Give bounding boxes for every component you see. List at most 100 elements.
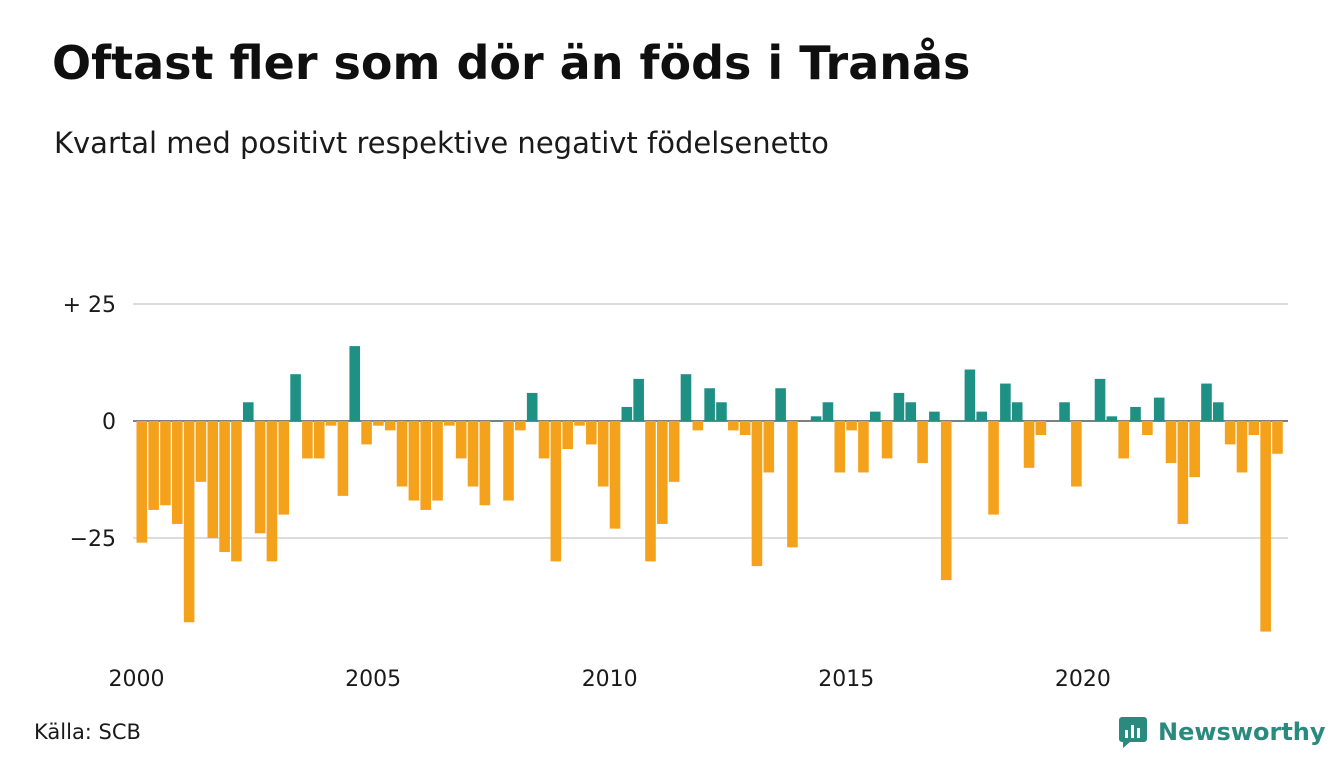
bar-negative bbox=[373, 421, 384, 426]
bar-negative bbox=[597, 421, 609, 487]
bar-positive bbox=[869, 411, 881, 421]
bar-negative bbox=[728, 421, 739, 431]
brand: Newsworthy bbox=[1118, 712, 1326, 752]
bar-negative bbox=[313, 421, 325, 459]
bar-negative bbox=[1142, 421, 1153, 436]
bar-negative bbox=[739, 421, 751, 436]
bar-negative bbox=[337, 421, 349, 496]
x-tick-label: 2005 bbox=[345, 667, 401, 692]
bar-negative bbox=[1177, 421, 1189, 524]
bar-positive bbox=[621, 406, 633, 421]
bar-negative bbox=[645, 421, 656, 562]
bar-negative bbox=[763, 421, 775, 473]
x-tick-label: 2015 bbox=[818, 667, 874, 692]
chart-subtitle: Kvartal med positivt respektive negativt… bbox=[54, 126, 829, 160]
bar-negative bbox=[136, 421, 148, 543]
bar-positive bbox=[775, 388, 786, 421]
bar-positive bbox=[349, 346, 361, 421]
bar-negative bbox=[503, 421, 514, 501]
bar-positive bbox=[964, 369, 976, 421]
bar-negative bbox=[609, 421, 621, 529]
bar-negative bbox=[195, 421, 207, 482]
bar-negative bbox=[586, 421, 597, 445]
bar-positive bbox=[290, 374, 301, 421]
bar-negative bbox=[302, 421, 313, 459]
bar-negative bbox=[183, 421, 195, 623]
bar-positive bbox=[929, 411, 940, 421]
x-tick-label: 2000 bbox=[109, 667, 165, 692]
bar-negative bbox=[396, 421, 408, 487]
y-axis-labels: + 25 0 −25 bbox=[63, 293, 116, 552]
y-tick-label: + 25 bbox=[63, 293, 116, 318]
bar-negative bbox=[444, 421, 455, 426]
source-label: Källa: SCB bbox=[34, 720, 141, 744]
bar-positive bbox=[1153, 397, 1165, 421]
bar-positive bbox=[1000, 383, 1011, 421]
newsworthy-logo-icon bbox=[1119, 717, 1147, 748]
bar-negative bbox=[1189, 421, 1200, 478]
bar-negative bbox=[1272, 421, 1283, 454]
bar-negative bbox=[917, 421, 928, 464]
bar-negative bbox=[361, 421, 372, 445]
bar-negative bbox=[751, 421, 763, 567]
bar-positive bbox=[242, 402, 254, 421]
bar-negative bbox=[467, 421, 479, 487]
bar-negative bbox=[988, 421, 999, 515]
bar-negative bbox=[574, 421, 585, 426]
bar-negative bbox=[858, 421, 869, 473]
bar-negative bbox=[432, 421, 443, 501]
bar-positive bbox=[1201, 383, 1212, 421]
bar-negative bbox=[408, 421, 420, 501]
bars bbox=[136, 346, 1283, 632]
bar-positive bbox=[810, 416, 822, 421]
x-axis-labels: 2000 2005 2010 2015 2020 bbox=[109, 667, 1111, 692]
bar-negative bbox=[692, 421, 704, 431]
bar-positive bbox=[1106, 416, 1118, 421]
bar-negative bbox=[940, 421, 952, 581]
bar-negative bbox=[562, 421, 573, 450]
bar-positive bbox=[680, 374, 692, 421]
bar-negative bbox=[325, 421, 337, 426]
bar-negative bbox=[1224, 421, 1236, 445]
bar-negative bbox=[1165, 421, 1177, 464]
bar-negative bbox=[1071, 421, 1082, 487]
bar-negative bbox=[538, 421, 550, 459]
bar-positive bbox=[976, 411, 988, 421]
bar-negative bbox=[668, 421, 680, 482]
bar-negative bbox=[1236, 421, 1248, 473]
y-tick-label: 0 bbox=[102, 410, 116, 435]
bar-negative bbox=[515, 421, 526, 431]
bar-negative bbox=[231, 421, 242, 562]
x-tick-label: 2010 bbox=[582, 667, 638, 692]
bar-negative bbox=[479, 421, 491, 506]
bar-positive bbox=[1213, 402, 1224, 421]
bar-negative bbox=[550, 421, 562, 562]
bar-negative bbox=[254, 421, 266, 534]
bar-positive bbox=[1011, 402, 1023, 421]
bar-negative bbox=[420, 421, 432, 510]
bar-positive bbox=[633, 378, 644, 421]
bar-negative bbox=[160, 421, 171, 506]
bar-positive bbox=[905, 402, 917, 421]
bar-negative bbox=[1248, 421, 1260, 436]
bar-positive bbox=[716, 402, 727, 421]
bar-negative bbox=[278, 421, 290, 515]
bar-positive bbox=[704, 388, 715, 421]
bar-negative bbox=[1118, 421, 1129, 459]
x-tick-label: 2020 bbox=[1055, 667, 1111, 692]
bar-negative bbox=[1260, 421, 1271, 632]
bar-negative bbox=[846, 421, 857, 431]
bar-positive bbox=[526, 392, 538, 421]
chart-title: Oftast fler som dör än föds i Tranås bbox=[52, 36, 971, 90]
bar-negative bbox=[171, 421, 183, 524]
bar-negative bbox=[219, 421, 230, 553]
y-tick-label: −25 bbox=[70, 527, 116, 552]
bar-positive bbox=[1094, 378, 1106, 421]
bar-negative bbox=[266, 421, 278, 562]
bar-negative bbox=[834, 421, 846, 473]
bar-negative bbox=[1023, 421, 1035, 468]
bar-negative bbox=[1035, 421, 1047, 436]
bar-negative bbox=[455, 421, 467, 459]
bar-negative bbox=[787, 421, 798, 548]
